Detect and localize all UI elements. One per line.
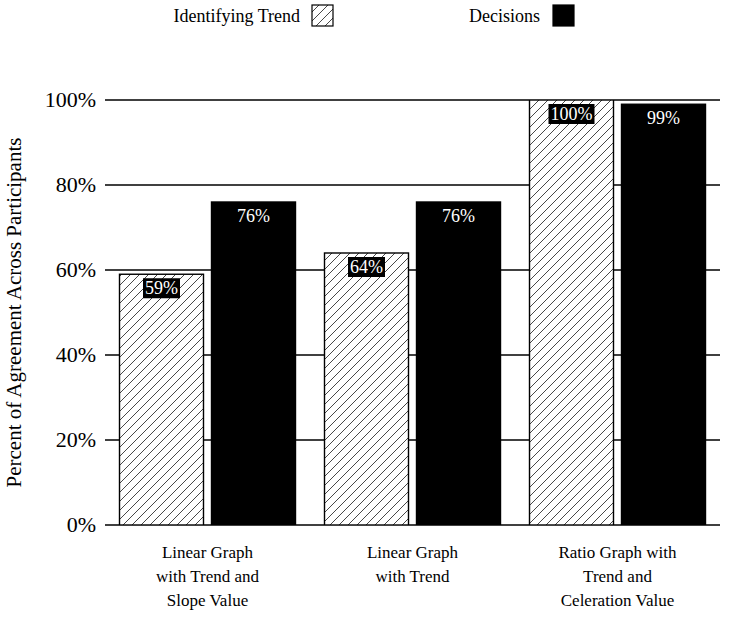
bar — [325, 253, 409, 525]
data-label-box — [143, 278, 180, 298]
y-tick-label: 0% — [67, 512, 96, 537]
data-label: 100% — [551, 104, 593, 124]
legend-swatch — [553, 5, 574, 26]
grid-line — [105, 99, 720, 100]
data-label: 99% — [647, 108, 680, 128]
data-label: 76% — [237, 206, 270, 226]
bar — [622, 104, 706, 525]
y-tick-label: 20% — [56, 427, 96, 452]
chart-container: 0% 20% 40% 60% 80% 100% Percent of Agreement A… — [0, 0, 740, 623]
data-label-box — [549, 104, 595, 124]
bar — [417, 202, 501, 525]
bar — [530, 100, 614, 525]
data-label-box — [440, 206, 477, 226]
data-label: 59% — [145, 278, 178, 298]
data-label-box — [348, 257, 385, 277]
data-labels: 59% 76% 64% 76% 100% 99% — [143, 104, 682, 298]
y-tick-label: 60% — [56, 257, 96, 282]
chart-svg: 0% 20% 40% 60% 80% 100% Percent of Agreement A… — [0, 0, 740, 623]
legend-swatch — [312, 5, 333, 26]
data-label: 76% — [442, 206, 475, 226]
x-tick-label: Linear Graphwith Trend — [367, 543, 459, 586]
y-tick-label: 40% — [56, 342, 96, 367]
bar — [120, 274, 204, 525]
x-tick-label: Linear Graphwith Trend andSlope Value — [156, 543, 259, 610]
legend-label: Identifying Trend — [173, 6, 300, 26]
bars — [120, 100, 706, 525]
x-tick-label: Ratio Graph withTrend andCeleration Valu… — [558, 543, 677, 610]
y-axis-label: Percent of Agreement Across Participants — [2, 138, 26, 488]
y-tick-label: 100% — [45, 87, 96, 112]
legend-label: Decisions — [469, 6, 540, 26]
data-label: 64% — [350, 257, 383, 277]
bar — [212, 202, 296, 525]
data-label-box — [645, 108, 682, 128]
data-label-box — [235, 206, 272, 226]
y-tick-label: 80% — [56, 172, 96, 197]
